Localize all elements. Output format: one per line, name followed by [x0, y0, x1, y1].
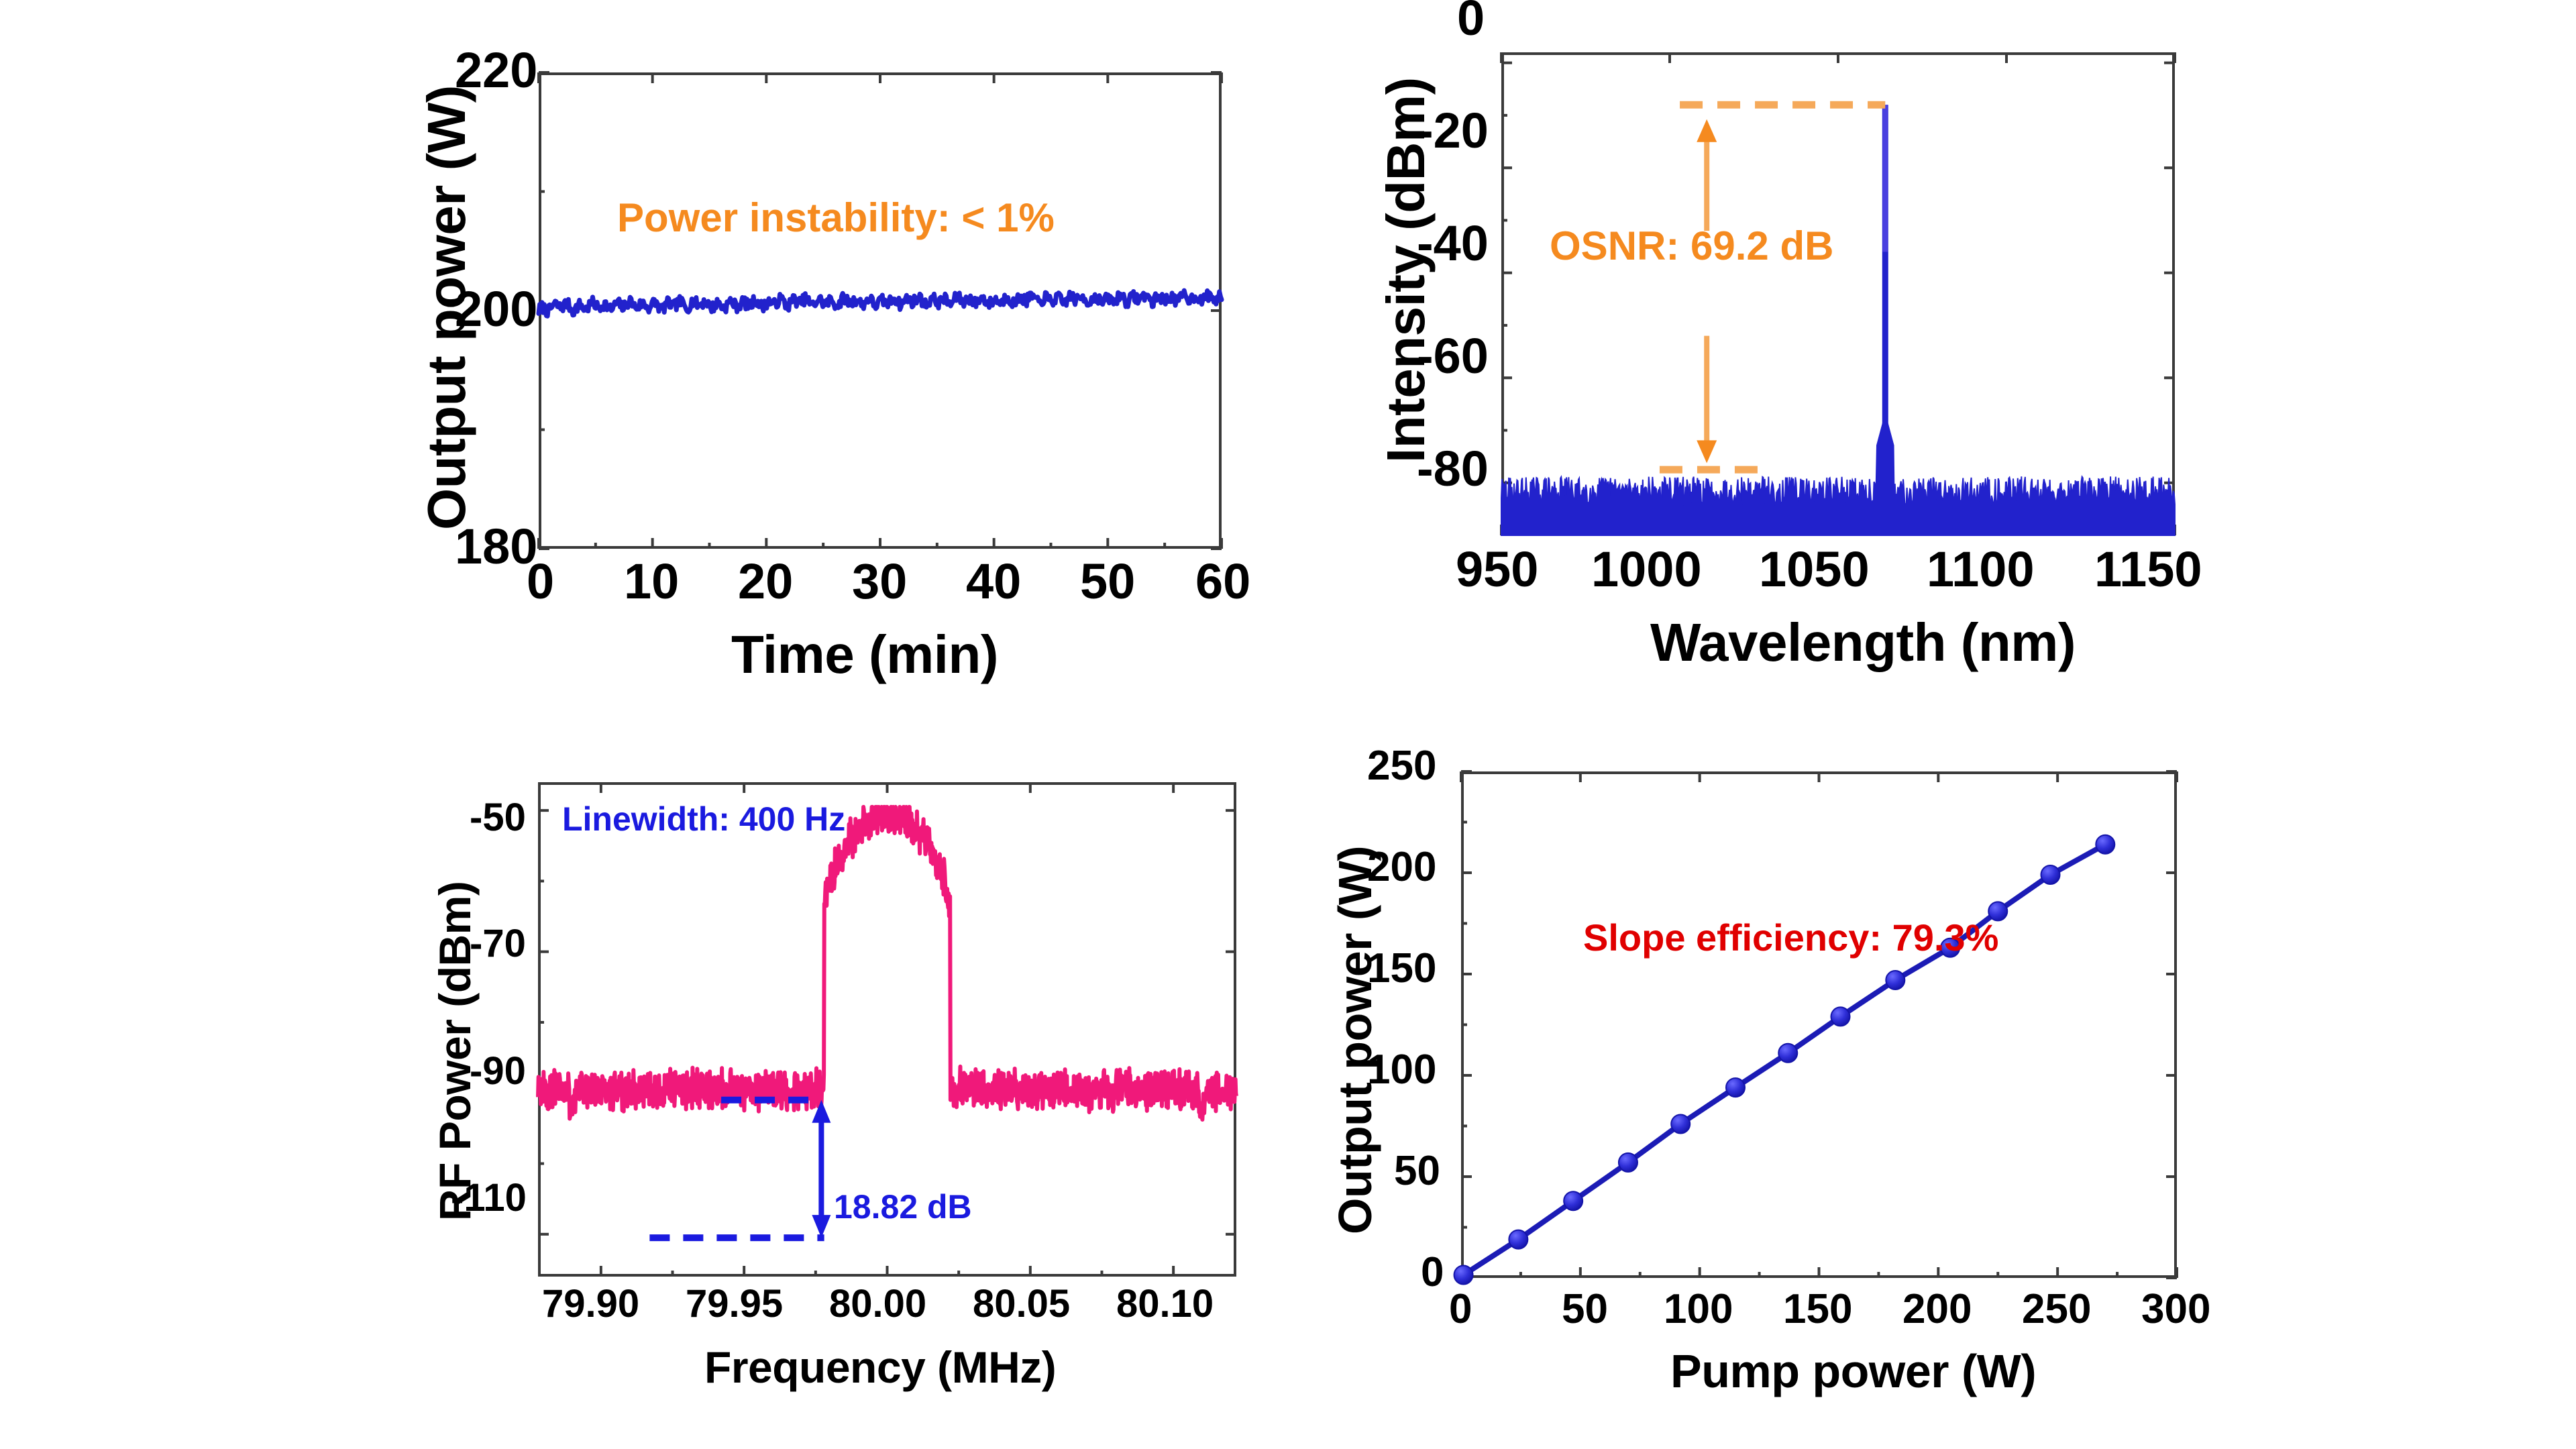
yaxis-label-output-power: Output power (W) [417, 85, 476, 530]
ytick-minus60: -60 [1417, 328, 1489, 384]
xaxis-label-wavelength: Wavelength (nm) [1650, 612, 2076, 672]
ytick-minus110: -110 [451, 1176, 527, 1220]
xtick-1150: 1150 [2094, 541, 2202, 597]
plot-frame-power-stability [539, 72, 1222, 549]
annotation-slope-efficiency: Slope efficiency: 79.3% [1583, 916, 1999, 959]
xtick-30: 30 [852, 553, 908, 609]
xtick-0: 0 [1449, 1286, 1472, 1332]
ytick-0: 0 [1457, 0, 1485, 46]
panel-rf-spectrum: -50 -70 -90 -110 79.90 79.95 80.00 80.05… [0, 724, 1288, 1449]
xtick-200: 200 [1902, 1286, 1972, 1332]
xtick-950: 950 [1456, 541, 1539, 597]
xtick-300: 300 [2141, 1286, 2211, 1332]
ytick-minus80: -80 [1417, 441, 1489, 496]
annotation-sidelobe-suppression: 18.82 dB [834, 1188, 972, 1226]
yaxis-label-output-power: Output power (W) [1329, 845, 1381, 1234]
xaxis-label-frequency: Frequency (MHz) [704, 1342, 1057, 1392]
rf-spectrum-trace [536, 782, 1238, 1277]
panel-optical-spectrum: 0 -20 -40 -60 -80 950 1000 1050 1100 115… [1288, 0, 2576, 724]
xtick-1050: 1050 [1759, 541, 1870, 597]
xaxis-label-time: Time (min) [731, 625, 999, 684]
xtick-50: 50 [1080, 553, 1136, 609]
annotation-linewidth: Linewidth: 400 Hz [562, 800, 846, 838]
panel-power-stability: 220 200 180 0 10 20 30 40 50 60 Time (mi… [0, 0, 1288, 724]
xtick-150: 150 [1783, 1286, 1853, 1332]
ytick-minus90: -90 [470, 1049, 526, 1093]
ytick-minus50: -50 [470, 796, 526, 839]
ytick-250: 250 [1367, 743, 1437, 789]
xtick-1000: 1000 [1591, 541, 1702, 597]
xtick-40: 40 [966, 553, 1022, 609]
optical-spectrum-trace [1500, 52, 2176, 536]
xtick-0: 0 [527, 553, 555, 609]
xaxis-label-pump-power: Pump power (W) [1670, 1345, 2037, 1397]
xtick-50: 50 [1562, 1286, 1608, 1332]
xtick-250: 250 [2022, 1286, 2092, 1332]
xtick-10: 10 [624, 553, 680, 609]
ytick-minus70: -70 [470, 922, 526, 965]
ytick-minus20: -20 [1417, 103, 1489, 158]
annotation-power-instability: Power instability: < 1% [617, 195, 1055, 240]
xtick-100: 100 [1664, 1286, 1733, 1332]
xtick-20: 20 [738, 553, 794, 609]
ytick-200: 200 [455, 281, 538, 337]
xtick-1100: 1100 [1927, 541, 2035, 597]
xtick-79-95: 79.95 [686, 1282, 784, 1326]
power-stability-trace [536, 71, 1224, 550]
ytick-minus40: -40 [1417, 215, 1489, 271]
plot-frame-optical-spectrum [1501, 52, 2175, 535]
slope-efficiency-trace [1453, 770, 2178, 1285]
yaxis-label-rf-power: RF Power (dBm) [430, 881, 480, 1221]
ytick-50: 50 [1394, 1148, 1440, 1194]
ytick-220: 220 [455, 42, 538, 98]
xtick-79-90: 79.90 [542, 1282, 640, 1326]
ytick-150: 150 [1367, 945, 1437, 991]
yaxis-label-intensity: Intensity (dBm) [1376, 77, 1436, 463]
xtick-60: 60 [1195, 553, 1251, 609]
annotation-osnr: OSNR: 69.2 dB [1550, 223, 1834, 268]
panel-slope-efficiency: 250 200 150 100 50 0 0 50 100 150 200 25… [1288, 724, 2576, 1449]
xtick-80-00: 80.00 [829, 1282, 927, 1326]
xtick-80-05: 80.05 [973, 1282, 1071, 1326]
ytick-0: 0 [1421, 1249, 1444, 1295]
ytick-200: 200 [1367, 844, 1437, 890]
ytick-100: 100 [1367, 1046, 1437, 1093]
xtick-80-10: 80.10 [1116, 1282, 1214, 1326]
ytick-180: 180 [455, 519, 538, 574]
